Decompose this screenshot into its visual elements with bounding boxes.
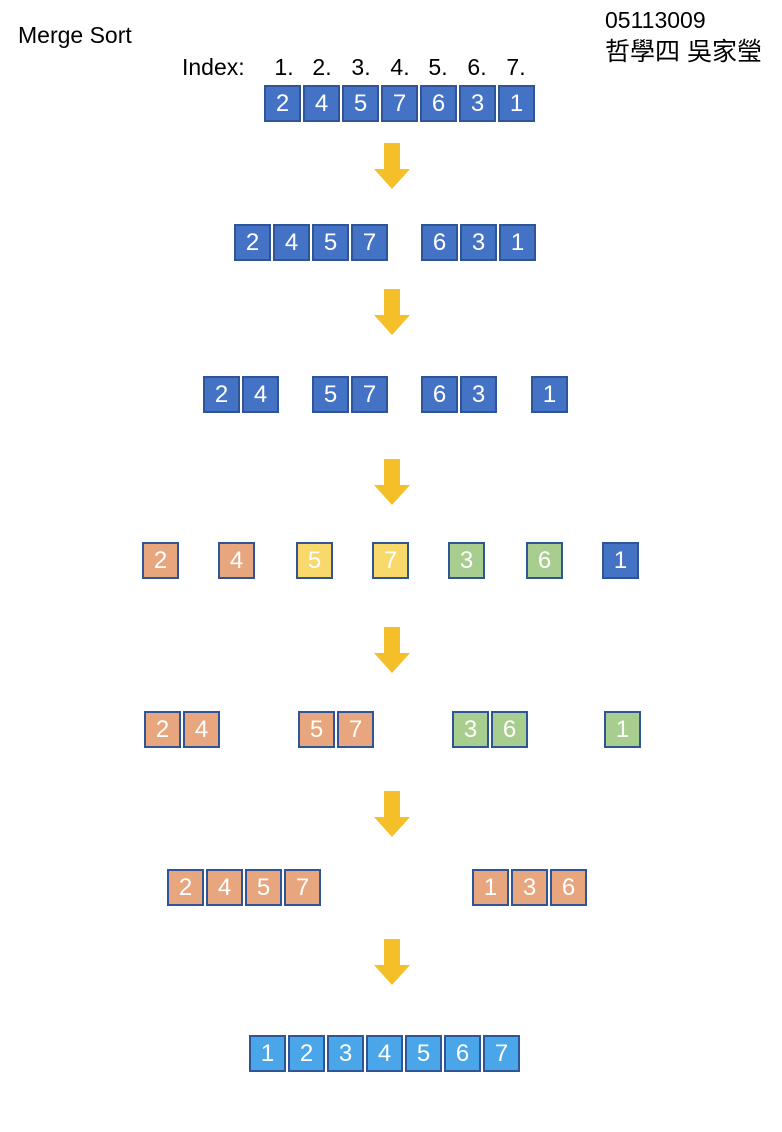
- array-cell: 6: [420, 85, 457, 122]
- array-cell: 2: [142, 542, 179, 579]
- index-number: 5.: [428, 54, 448, 80]
- array-cell: 5: [296, 542, 333, 579]
- down-arrow-icon: [374, 627, 410, 673]
- array-cell: 5: [405, 1035, 442, 1072]
- array-cell: 4: [218, 542, 255, 579]
- down-arrow-icon: [374, 459, 410, 505]
- array-cell: 6: [421, 376, 458, 413]
- index-number: 3.: [351, 54, 371, 80]
- array-cell: 6: [444, 1035, 481, 1072]
- array-cell: 2: [144, 711, 181, 748]
- array-cell: 7: [284, 869, 321, 906]
- array-cell: 5: [312, 224, 349, 261]
- array-cell: 4: [366, 1035, 403, 1072]
- array-cell: 7: [351, 224, 388, 261]
- index-number: 7.: [506, 54, 526, 80]
- down-arrow-icon: [374, 939, 410, 985]
- array-cell: 2: [288, 1035, 325, 1072]
- index-number: 4.: [390, 54, 410, 80]
- student-id: 05113009: [605, 7, 706, 33]
- array-cell: 4: [242, 376, 279, 413]
- array-cell: 6: [491, 711, 528, 748]
- index-number: 1.: [274, 54, 294, 80]
- array-cell: 2: [167, 869, 204, 906]
- array-cell: 3: [460, 224, 497, 261]
- array-cell: 3: [327, 1035, 364, 1072]
- array-cell: 1: [499, 224, 536, 261]
- array-cell: 5: [245, 869, 282, 906]
- array-cell: 3: [511, 869, 548, 906]
- array-cell: 1: [249, 1035, 286, 1072]
- array-cell: 4: [273, 224, 310, 261]
- array-cell: 1: [498, 85, 535, 122]
- index-number: 6.: [467, 54, 487, 80]
- array-cell: 6: [526, 542, 563, 579]
- array-cell: 7: [381, 85, 418, 122]
- page-title: Merge Sort: [18, 22, 132, 48]
- array-cell: 1: [604, 711, 641, 748]
- array-cell: 4: [206, 869, 243, 906]
- array-cell: 3: [459, 85, 496, 122]
- array-cell: 1: [602, 542, 639, 579]
- array-cell: 2: [264, 85, 301, 122]
- array-cell: 4: [183, 711, 220, 748]
- down-arrow-icon: [374, 791, 410, 837]
- down-arrow-icon: [374, 143, 410, 189]
- array-cell: 5: [312, 376, 349, 413]
- array-cell: 1: [472, 869, 509, 906]
- index-number: 2.: [312, 54, 332, 80]
- array-cell: 5: [298, 711, 335, 748]
- array-cell: 2: [234, 224, 271, 261]
- array-cell: 2: [203, 376, 240, 413]
- array-cell: 3: [448, 542, 485, 579]
- array-cell: 6: [421, 224, 458, 261]
- array-cell: 7: [337, 711, 374, 748]
- array-cell: 7: [483, 1035, 520, 1072]
- array-cell: 7: [372, 542, 409, 579]
- array-cell: 4: [303, 85, 340, 122]
- array-cell: 6: [550, 869, 587, 906]
- down-arrow-icon: [374, 289, 410, 335]
- author-name: 哲學四 吳家瑩: [605, 38, 762, 66]
- array-cell: 3: [452, 711, 489, 748]
- array-cell: 7: [351, 376, 388, 413]
- array-cell: 3: [460, 376, 497, 413]
- array-cell: 1: [531, 376, 568, 413]
- index-label: Index:: [182, 54, 245, 80]
- array-cell: 5: [342, 85, 379, 122]
